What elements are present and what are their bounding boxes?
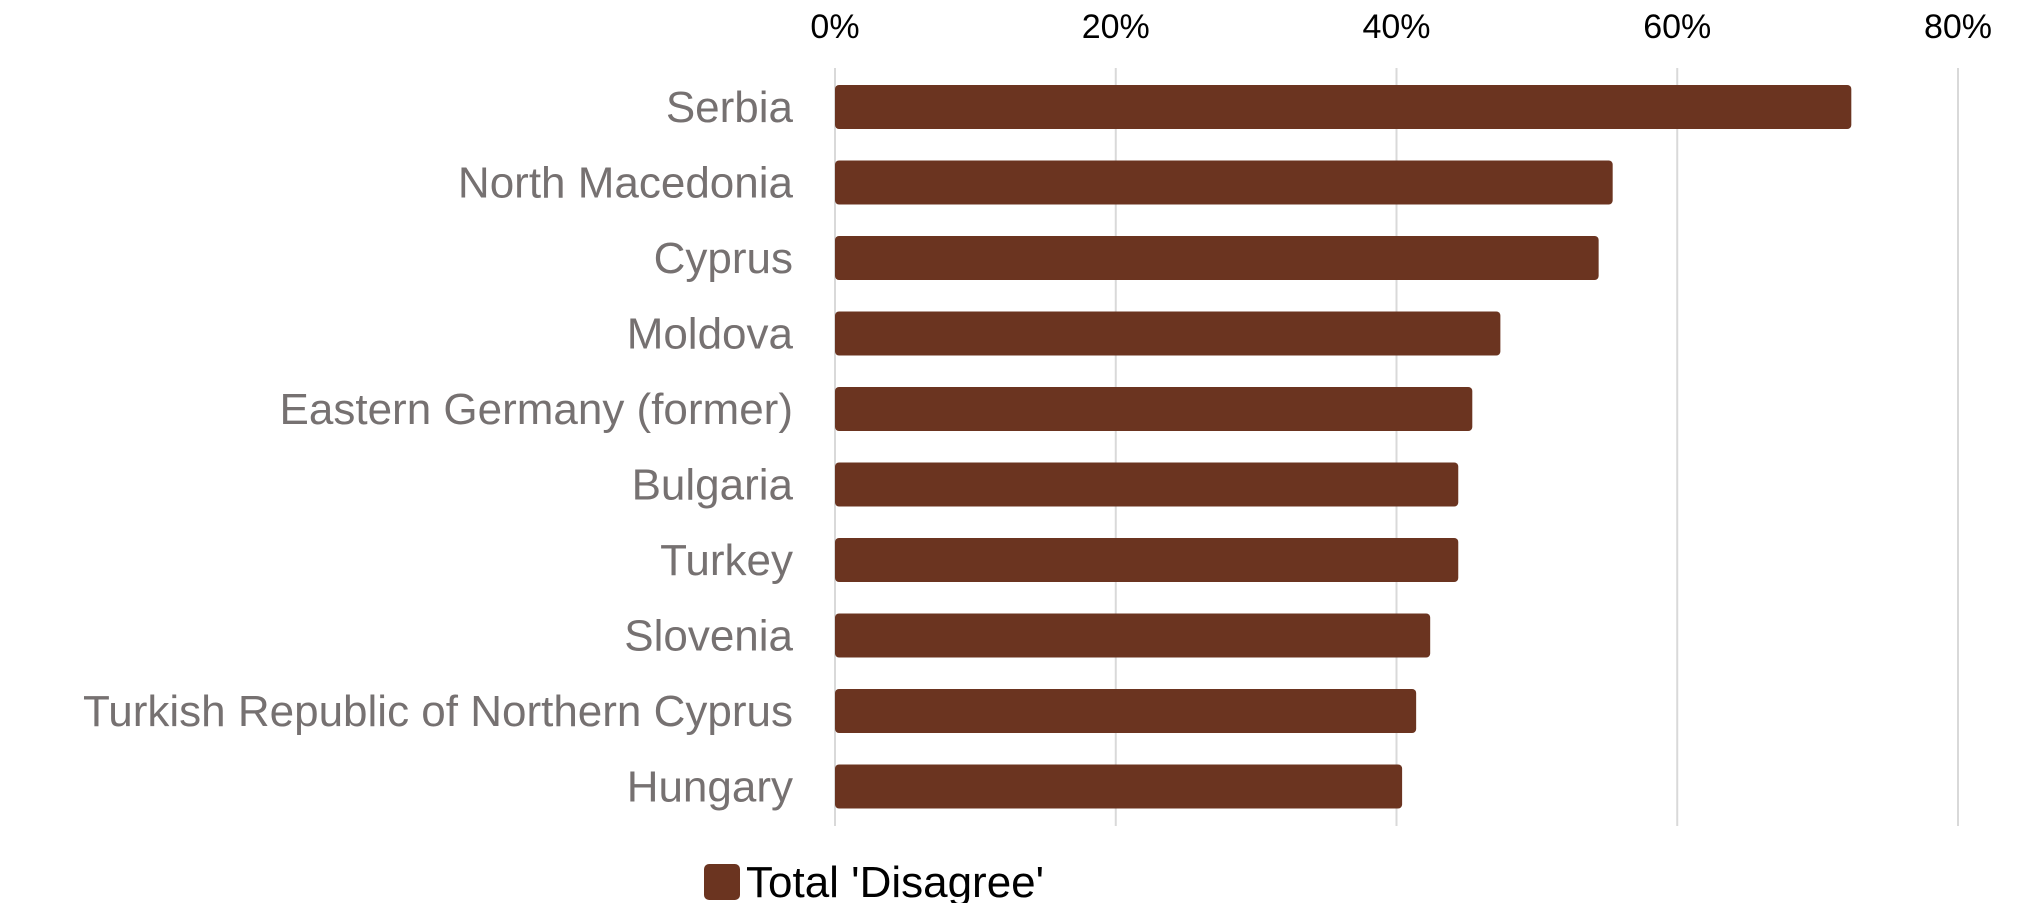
bar — [835, 764, 1403, 809]
category-label: Serbia — [666, 83, 794, 132]
category-label: Slovenia — [624, 612, 793, 661]
category-label: Moldova — [627, 310, 794, 359]
x-axis-ticks: 0% 20% 40% 60% 80% — [810, 8, 1992, 46]
x-tick-label: 40% — [1362, 8, 1430, 46]
x-tick-label: 20% — [1082, 8, 1150, 46]
bar — [835, 538, 1459, 582]
bar — [835, 236, 1599, 280]
bar — [835, 613, 1431, 658]
bar — [835, 311, 1501, 356]
category-label: North Macedonia — [458, 159, 794, 208]
bar — [835, 387, 1473, 431]
category-label: Turkey — [660, 536, 793, 585]
legend-label: Total 'Disagree' — [746, 858, 1044, 903]
category-label: Hungary — [627, 763, 793, 812]
x-tick-label: 80% — [1924, 8, 1992, 46]
bar — [835, 462, 1459, 507]
category-label: Turkish Republic of Northern Cyprus — [83, 687, 793, 736]
category-labels: Serbia North Macedonia Cyprus Moldova Easter… — [83, 83, 794, 812]
bar — [835, 689, 1417, 733]
x-tick-label: 60% — [1643, 8, 1711, 46]
legend-swatch — [704, 864, 740, 900]
bar — [835, 160, 1613, 205]
category-label: Bulgaria — [632, 461, 794, 510]
bar — [835, 85, 1852, 129]
legend: Total 'Disagree' — [704, 858, 1044, 903]
x-tick-label: 0% — [810, 8, 859, 46]
category-label: Cyprus — [654, 234, 793, 283]
category-label: Eastern Germany (former) — [280, 385, 793, 434]
bars — [835, 85, 1852, 809]
